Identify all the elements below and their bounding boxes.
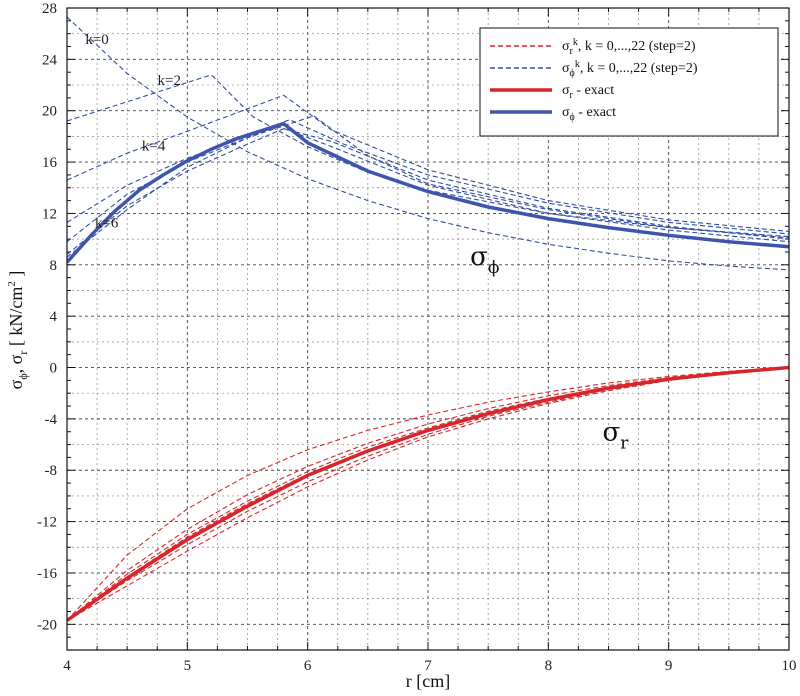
y-title-sigma1: σ	[6, 379, 26, 389]
series-line	[67, 366, 790, 621]
legend-entry-text: σϕ - exact	[562, 105, 616, 123]
curve-label-symbol: σ	[470, 242, 488, 272]
legend-label: , k = 0,...,22 (step=2)	[578, 39, 696, 54]
y-title-r-sub: r	[16, 351, 30, 355]
y-tick-label: -4	[45, 412, 58, 428]
legend-label: - exact	[575, 105, 616, 120]
k-label: k=2	[158, 73, 181, 89]
y-tick-label: 20	[42, 104, 57, 120]
legend-symbol: σ	[562, 105, 570, 120]
legend-sub: ϕ	[570, 68, 575, 79]
y-axis-title: σϕ, σr [ kN/cm2 ]	[6, 271, 30, 390]
y-title-phi-sub: ϕ	[16, 373, 30, 379]
grid	[66, 7, 790, 651]
legend-entry-text: σϕk, k = 0,...,22 (step=2)	[562, 59, 698, 79]
legend-box	[479, 27, 779, 137]
x-axis-title: r [cm]	[406, 671, 450, 691]
y-tick-label: 16	[42, 155, 58, 171]
legend-sup: k	[575, 59, 580, 70]
legend-entry-text: σr - exact	[562, 83, 614, 101]
legend-label: , k = 0,...,22 (step=2)	[580, 61, 698, 76]
y-tick-label: -20	[37, 617, 57, 633]
y-tick-label: -8	[45, 463, 58, 479]
x-tick-label: 9	[665, 658, 673, 674]
y-tick-label: -12	[37, 515, 57, 531]
curve-label: σr	[602, 418, 629, 454]
curve-label: σϕ	[470, 242, 499, 278]
legend: σrk, k = 0,...,22 (step=2)σϕk, k = 0,...…	[479, 27, 779, 137]
series-line	[67, 365, 790, 622]
y-title-close: ]	[6, 271, 26, 282]
series-line	[67, 16, 790, 271]
k-label: k=4	[142, 139, 166, 155]
y-tick-label: -16	[37, 566, 57, 582]
k-label: k=6	[95, 216, 119, 232]
legend-sub: r	[570, 90, 574, 101]
x-tick-label: 5	[184, 658, 192, 674]
series-line	[67, 125, 790, 258]
y-tick-label: 0	[50, 361, 58, 377]
series-line	[67, 366, 790, 621]
y-tick-label: 4	[50, 309, 58, 325]
legend-sup: k	[573, 37, 578, 48]
legend-sub: ϕ	[570, 112, 575, 123]
y-tick-label: 12	[42, 206, 57, 222]
series-lines	[67, 16, 790, 622]
svg-text:σϕ, σr [ kN/cm2 ]: σϕ, σr [ kN/cm2 ]	[6, 271, 30, 390]
curve-label-sub: ϕ	[488, 258, 500, 278]
legend-sub: r	[570, 46, 574, 57]
legend-symbol: σ	[562, 83, 570, 98]
x-tick-label: 7	[424, 658, 432, 674]
x-tick-label: 10	[782, 658, 797, 674]
y-tick-label: 8	[50, 258, 58, 274]
x-tick-label: 6	[304, 658, 312, 674]
plot-frame	[66, 7, 790, 651]
y-tick-label: 24	[42, 52, 58, 68]
k-label: k=0	[85, 32, 108, 48]
y-title-sep: , σ	[6, 354, 26, 373]
curve-label-sub: r	[620, 434, 629, 454]
series-line	[67, 121, 790, 264]
series-line	[67, 115, 790, 243]
legend-label: - exact	[573, 83, 614, 98]
series-line	[67, 119, 790, 235]
series-line	[67, 94, 790, 232]
y-title-unit: [ kN/cm	[6, 287, 26, 351]
x-tick-label: 4	[63, 658, 71, 674]
y-title-sq: 2	[6, 281, 18, 287]
curve-label-symbol: σ	[602, 418, 620, 448]
legend-symbol: σ	[562, 39, 570, 54]
y-tick-label: 28	[42, 1, 57, 17]
series-group	[67, 16, 790, 622]
x-tick-label: 8	[545, 658, 553, 674]
legend-entry-text: σrk, k = 0,...,22 (step=2)	[562, 37, 696, 57]
tick-labels: 4 5 6 7 8 9 10 -20 -16 -12 -8 -4 0 4 8 12 16 20 24 28	[37, 1, 797, 674]
legend-symbol: σ	[562, 61, 570, 76]
